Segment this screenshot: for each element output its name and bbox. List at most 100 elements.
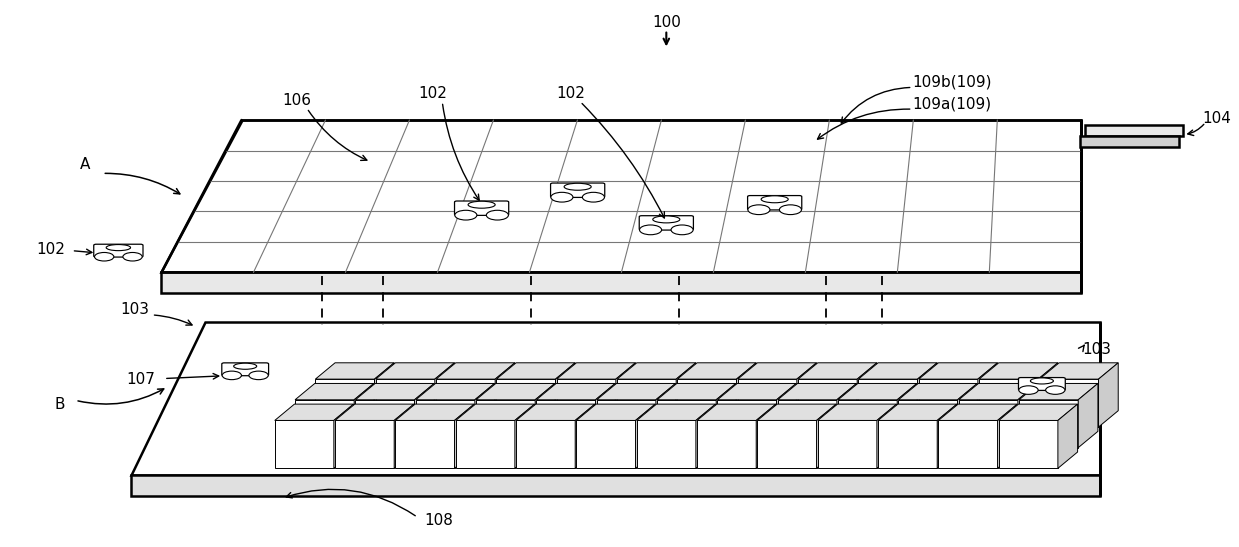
Polygon shape [737,363,817,379]
Polygon shape [877,404,897,468]
Polygon shape [161,120,1082,272]
Polygon shape [517,421,575,468]
Ellipse shape [107,245,130,251]
Polygon shape [678,363,756,379]
Polygon shape [878,404,957,421]
Polygon shape [1078,383,1098,447]
Polygon shape [556,363,636,379]
Polygon shape [1038,363,1058,427]
Polygon shape [275,404,353,421]
Polygon shape [778,400,836,447]
Polygon shape [295,383,374,400]
Polygon shape [395,404,475,421]
Polygon shape [1085,125,1183,136]
Polygon shape [456,404,534,421]
Polygon shape [375,363,455,379]
Polygon shape [859,379,918,427]
FancyBboxPatch shape [550,183,605,197]
Polygon shape [1040,363,1119,379]
Polygon shape [958,383,978,447]
Circle shape [672,225,693,235]
Polygon shape [576,421,636,468]
Polygon shape [959,383,1037,400]
Polygon shape [1018,383,1037,447]
Polygon shape [1058,404,1078,468]
Polygon shape [1099,363,1119,427]
Polygon shape [636,404,655,468]
Polygon shape [130,323,1100,475]
Polygon shape [838,400,897,447]
Circle shape [551,193,572,202]
Polygon shape [555,363,575,427]
Circle shape [582,193,605,202]
FancyBboxPatch shape [1018,377,1066,391]
Polygon shape [275,421,333,468]
Polygon shape [676,363,696,427]
Polygon shape [435,363,455,427]
Polygon shape [637,421,696,468]
Text: 103: 103 [120,302,149,317]
Text: 109a(109): 109a(109) [913,96,991,111]
Polygon shape [978,363,997,427]
Polygon shape [475,383,494,447]
Polygon shape [737,379,797,427]
Polygon shape [335,421,394,468]
Polygon shape [696,404,716,468]
Polygon shape [777,383,797,447]
Circle shape [748,205,769,214]
FancyBboxPatch shape [455,201,509,216]
Polygon shape [898,383,978,400]
Polygon shape [416,383,494,400]
Polygon shape [959,400,1018,447]
Polygon shape [757,421,817,468]
Polygon shape [316,379,374,427]
Text: 107: 107 [126,372,155,387]
Polygon shape [416,400,475,447]
Circle shape [249,371,269,380]
Polygon shape [515,404,534,468]
Polygon shape [757,404,836,421]
Polygon shape [778,383,856,400]
Polygon shape [637,404,716,421]
Ellipse shape [564,183,591,190]
Polygon shape [295,400,354,447]
FancyBboxPatch shape [222,363,269,376]
Polygon shape [130,475,1100,496]
Polygon shape [394,404,414,468]
Polygon shape [617,363,696,379]
Circle shape [1018,386,1038,394]
Polygon shape [817,404,836,468]
FancyBboxPatch shape [747,196,802,210]
Polygon shape [878,421,937,468]
Text: A: A [81,157,90,172]
Polygon shape [1040,379,1099,427]
Polygon shape [576,404,655,421]
Polygon shape [999,421,1058,468]
Polygon shape [536,400,596,447]
Polygon shape [354,383,374,447]
Polygon shape [818,404,897,421]
Ellipse shape [653,216,680,223]
Polygon shape [937,404,957,468]
Polygon shape [1020,400,1078,447]
Polygon shape [436,379,496,427]
Circle shape [487,210,508,220]
Polygon shape [535,383,555,447]
FancyBboxPatch shape [639,216,694,230]
Polygon shape [436,363,515,379]
Polygon shape [657,400,716,447]
Polygon shape [597,383,675,400]
Polygon shape [356,400,415,447]
Text: 109b(109): 109b(109) [913,74,992,89]
Polygon shape [556,379,616,427]
Polygon shape [918,363,937,427]
Text: 108: 108 [424,513,453,527]
Polygon shape [333,404,353,468]
Polygon shape [717,400,777,447]
Polygon shape [698,421,756,468]
Polygon shape [897,383,917,447]
Text: 102: 102 [418,86,447,101]
Polygon shape [797,363,817,427]
Polygon shape [455,404,475,468]
Polygon shape [1080,136,1178,147]
